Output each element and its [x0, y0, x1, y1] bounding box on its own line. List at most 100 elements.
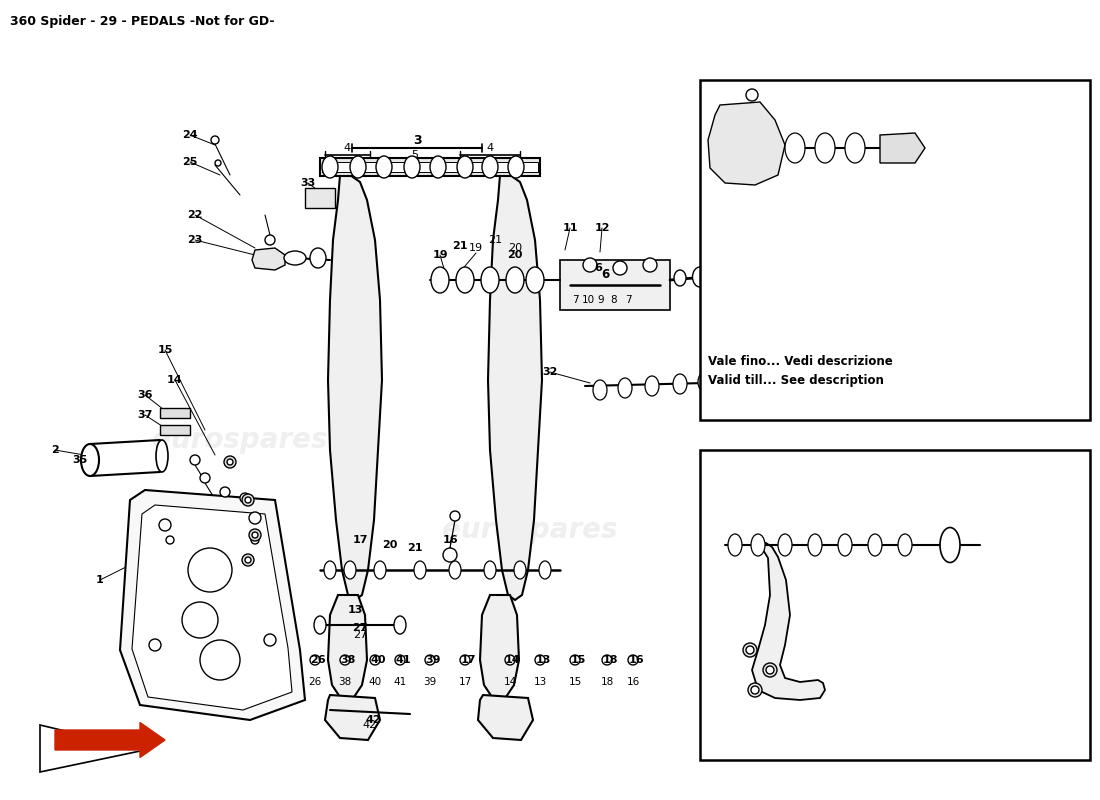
Bar	[322, 162, 538, 172]
Ellipse shape	[506, 267, 524, 293]
Text: 19: 19	[432, 250, 448, 260]
Text: 15: 15	[570, 655, 585, 665]
Ellipse shape	[806, 373, 822, 397]
Text: 15: 15	[157, 345, 173, 355]
Circle shape	[505, 655, 515, 665]
Text: 14: 14	[504, 677, 517, 687]
Polygon shape	[478, 695, 534, 740]
Ellipse shape	[618, 378, 632, 398]
Polygon shape	[132, 505, 292, 710]
Ellipse shape	[156, 440, 168, 472]
Circle shape	[535, 655, 544, 665]
Ellipse shape	[314, 616, 326, 634]
Text: 37: 37	[138, 410, 153, 420]
Text: 41: 41	[394, 677, 407, 687]
Text: 12: 12	[1008, 120, 1022, 130]
Polygon shape	[40, 725, 145, 772]
Ellipse shape	[808, 534, 822, 556]
Ellipse shape	[350, 156, 366, 178]
Circle shape	[746, 646, 754, 654]
Ellipse shape	[712, 268, 724, 284]
Circle shape	[370, 655, 379, 665]
Text: 23: 23	[187, 235, 202, 245]
Circle shape	[265, 235, 275, 245]
Text: 34: 34	[718, 645, 733, 655]
Text: 26: 26	[310, 655, 326, 665]
Circle shape	[613, 261, 627, 275]
Text: 6: 6	[601, 269, 609, 282]
Ellipse shape	[344, 561, 356, 579]
Ellipse shape	[324, 561, 336, 579]
Text: 5: 5	[411, 150, 418, 160]
Ellipse shape	[310, 248, 326, 268]
Text: eurospares: eurospares	[152, 426, 328, 454]
Text: 20: 20	[507, 250, 522, 260]
Ellipse shape	[322, 156, 338, 178]
Circle shape	[240, 493, 250, 503]
Text: eurospares: eurospares	[442, 516, 618, 544]
Circle shape	[570, 655, 580, 665]
Ellipse shape	[482, 156, 498, 178]
Ellipse shape	[751, 534, 764, 556]
Text: F1: F1	[1058, 459, 1081, 477]
Ellipse shape	[414, 561, 426, 579]
Circle shape	[395, 655, 405, 665]
Text: 20: 20	[383, 540, 398, 550]
Circle shape	[251, 536, 258, 544]
Ellipse shape	[693, 267, 707, 287]
Bar	[700, 450, 1090, 760]
Text: 17: 17	[352, 535, 367, 545]
Text: 28: 28	[812, 478, 828, 491]
Bar	[160, 425, 190, 435]
Text: 6: 6	[594, 263, 602, 273]
Text: 31: 31	[996, 540, 1009, 550]
Text: 12: 12	[594, 223, 609, 233]
Text: Vale fino... Vedi descrizione
Valid till... See description: Vale fino... Vedi descrizione Valid till…	[708, 355, 893, 387]
Ellipse shape	[940, 527, 960, 562]
Text: 13: 13	[348, 605, 363, 615]
Text: 16: 16	[628, 655, 643, 665]
Text: 30: 30	[813, 515, 827, 525]
Circle shape	[200, 640, 240, 680]
Bar	[305, 188, 336, 208]
Text: 32: 32	[542, 367, 558, 377]
Text: 41: 41	[395, 655, 410, 665]
Circle shape	[148, 639, 161, 651]
Text: 8: 8	[610, 295, 617, 305]
Circle shape	[249, 512, 261, 524]
Text: 42: 42	[363, 720, 377, 730]
Circle shape	[264, 634, 276, 646]
Ellipse shape	[784, 373, 800, 397]
Ellipse shape	[698, 372, 712, 392]
Circle shape	[425, 655, 435, 665]
Circle shape	[220, 487, 230, 497]
Text: 36: 36	[138, 390, 153, 400]
Bar	[320, 158, 540, 176]
Text: 4: 4	[486, 143, 494, 153]
Text: 360 Spider - 29 - PEDALS -Not for GD-: 360 Spider - 29 - PEDALS -Not for GD-	[10, 15, 275, 28]
Text: 17: 17	[459, 677, 472, 687]
Polygon shape	[328, 175, 382, 600]
Polygon shape	[252, 248, 285, 270]
Polygon shape	[752, 542, 825, 700]
Text: 18: 18	[601, 677, 614, 687]
Ellipse shape	[514, 561, 526, 579]
Text: 1: 1	[96, 575, 103, 585]
Polygon shape	[120, 490, 305, 720]
Text: 2: 2	[51, 445, 59, 455]
Circle shape	[443, 548, 456, 562]
Text: 11: 11	[974, 117, 987, 127]
Polygon shape	[726, 265, 760, 288]
Circle shape	[245, 497, 251, 503]
Text: 14: 14	[505, 655, 520, 665]
Circle shape	[310, 655, 320, 665]
Circle shape	[224, 456, 236, 468]
Bar	[560, 260, 670, 310]
Bar	[700, 80, 1090, 420]
Circle shape	[460, 655, 470, 665]
Circle shape	[182, 602, 218, 638]
Ellipse shape	[430, 156, 446, 178]
Text: 27: 27	[353, 630, 367, 640]
Text: 19: 19	[469, 243, 483, 253]
Text: 33: 33	[300, 178, 316, 188]
